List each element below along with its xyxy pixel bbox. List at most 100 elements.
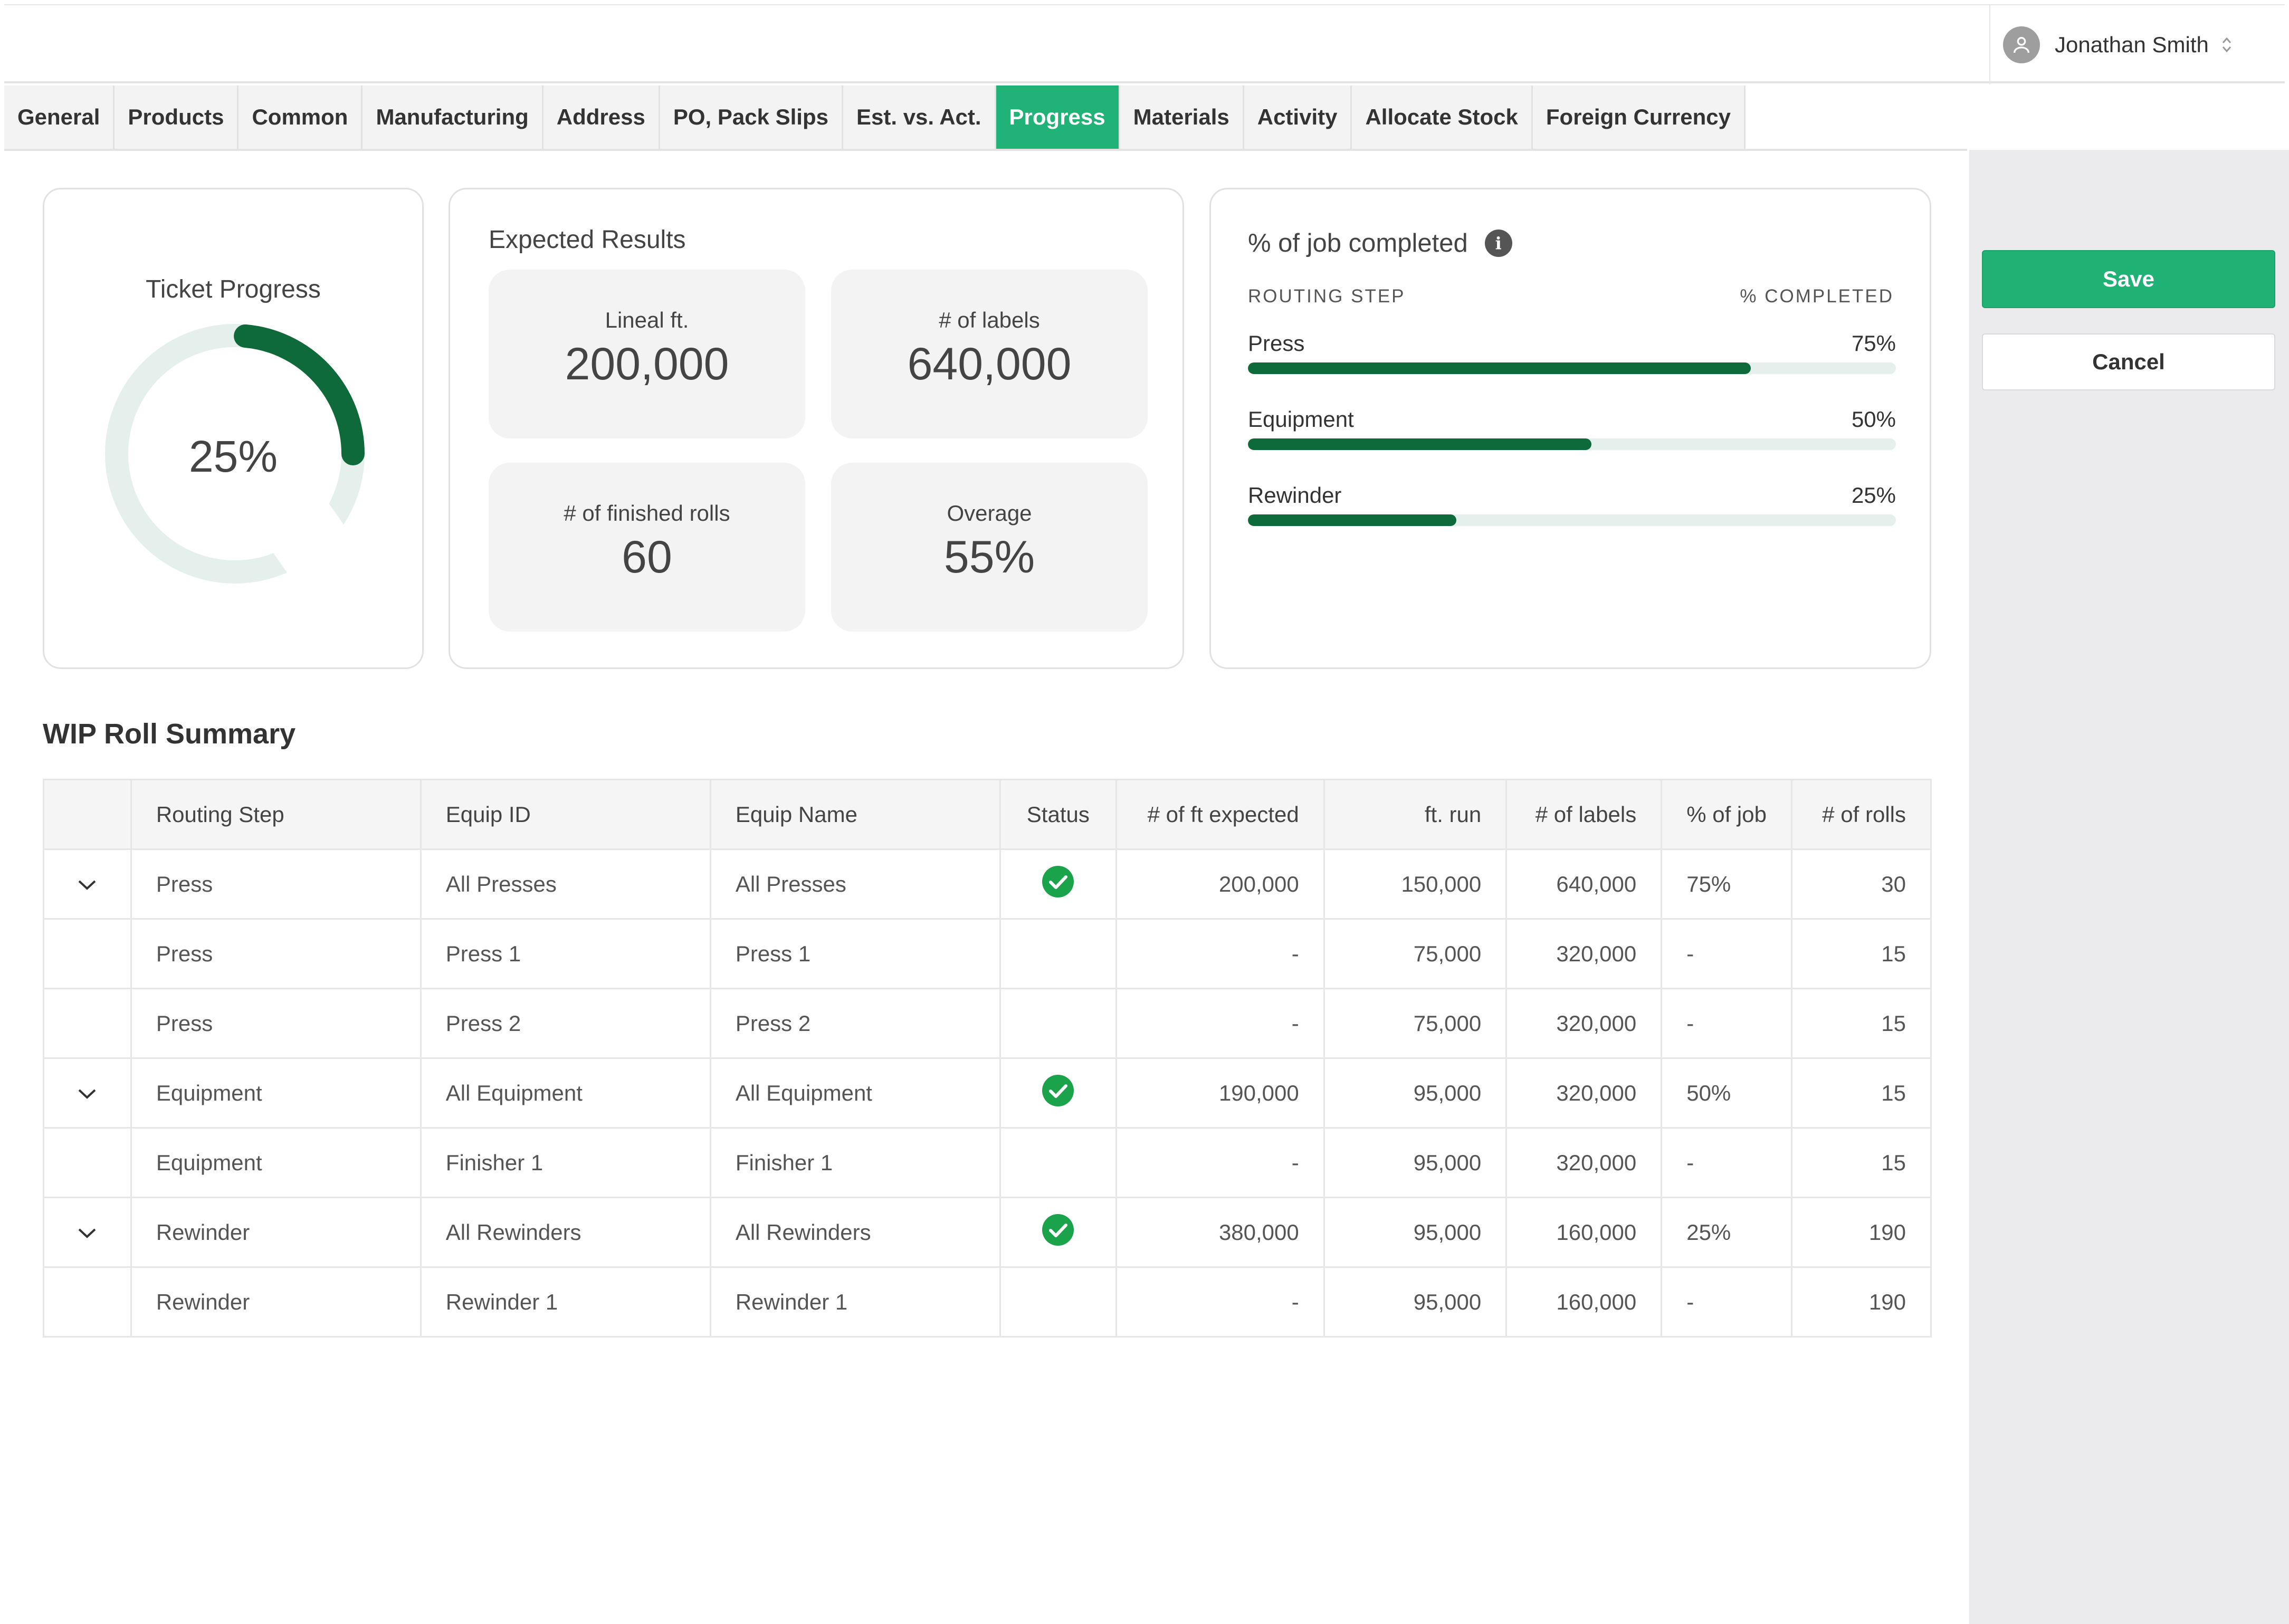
expand-cell[interactable] [43,1057,132,1129]
cell-equip-id: Press 1 [419,918,711,989]
cell-equip-name: Rewinder 1 [709,1266,1001,1338]
tab-po-pack-slips[interactable]: PO, Pack Slips [660,85,843,149]
progress-track [1248,438,1896,450]
tab-materials[interactable]: Materials [1120,85,1244,149]
user-menu[interactable]: Jonathan Smith [1989,5,2285,84]
cell-pct-job: - [1661,918,1792,989]
cell-equip-id: All Equipment [419,1057,711,1129]
col-ft-expected[interactable]: # of ft expected [1115,779,1325,850]
cell-equip-name: Press 2 [709,988,1001,1059]
cell-equip-name: All Presses [709,848,1001,920]
col-labels[interactable]: # of labels [1505,779,1663,850]
save-button[interactable]: Save [1982,250,2275,308]
tab-progress[interactable]: Progress [996,85,1120,149]
cell-pct-job: - [1661,1266,1792,1338]
progress-row-percent: 25% [1851,483,1896,508]
tile-lineal-ft: Lineal ft. 200,000 [489,270,805,438]
cell-rolls: 15 [1790,918,1932,989]
cell-pct-job: 75% [1661,848,1792,920]
progress-row-label: Press [1248,331,1305,356]
cell-equip-id: All Presses [419,848,711,920]
tile-label: Lineal ft. [605,308,689,332]
cell-status [999,1057,1117,1129]
cell-ft-run: 95,000 [1323,1127,1508,1198]
routing-step-header: ROUTING STEP [1248,286,1406,307]
tab-divider [4,149,1967,151]
cell-equip-name: All Rewinders [709,1197,1001,1268]
cell-rolls: 30 [1790,848,1932,920]
job-completed-card: % of job completed i ROUTING STEP % COMP… [1209,188,1931,669]
cell-routing-step: Equipment [130,1057,422,1129]
progress-row-percent: 50% [1851,407,1896,432]
cell-equip-name: All Equipment [709,1057,1001,1129]
progress-fill [1248,438,1591,450]
tab-products[interactable]: Products [115,85,239,149]
col-routing-step[interactable]: Routing Step [130,779,422,850]
tab-address[interactable]: Address [543,85,660,149]
col-equip-name[interactable]: Equip Name [709,779,1001,850]
expand-cell[interactable] [43,848,132,920]
cell-rolls: 15 [1790,1057,1932,1129]
progress-fill [1248,514,1457,526]
cell-ft-run: 95,000 [1323,1197,1508,1268]
cell-ft-expected: 200,000 [1115,848,1325,920]
chevron-down-icon[interactable] [77,1081,98,1105]
cell-ft-run: 75,000 [1323,918,1508,989]
cell-equip-name: Finisher 1 [709,1127,1001,1198]
tile-value: 200,000 [565,339,729,389]
col-rolls[interactable]: # of rolls [1790,779,1932,850]
table-row: Press All Presses All Presses 200,000 150,00… [43,848,1932,920]
tab-foreign-currency[interactable]: Foreign Currency [1532,85,1746,149]
job-completed-title-row: % of job completed i [1248,228,1512,258]
progress-row-percent: 75% [1851,331,1896,356]
progress-row-label: Rewinder [1248,483,1342,508]
cell-labels: 160,000 [1505,1266,1663,1338]
tab-allocate-stock[interactable]: Allocate Stock [1352,85,1533,149]
tab-est-vs-act[interactable]: Est. vs. Act. [843,85,996,149]
cell-pct-job: 50% [1661,1057,1792,1129]
donut-progress-arc [234,324,365,465]
tile-label: # of finished rolls [564,501,730,526]
tab-activity[interactable]: Activity [1244,85,1352,149]
cell-routing-step: Press [130,918,422,989]
cell-ft-run: 150,000 [1323,848,1508,920]
cell-status [999,1197,1117,1268]
cell-ft-run: 75,000 [1323,988,1508,1059]
table-row: Press Press 2 Press 2-75,000 320,000-15 [43,988,1932,1059]
cell-ft-expected: 190,000 [1115,1057,1325,1129]
cell-equip-name: Press 1 [709,918,1001,989]
cell-equip-id: Finisher 1 [419,1127,711,1198]
cell-routing-step: Rewinder [130,1197,422,1268]
col-ft-run[interactable]: ft. run [1323,779,1508,850]
check-circle-icon [1042,1074,1074,1112]
cell-status [999,848,1117,920]
expected-results-card: Expected Results Lineal ft. 200,000 # of… [449,188,1184,669]
cell-rolls: 190 [1790,1197,1932,1268]
cancel-button[interactable]: Cancel [1982,333,2275,390]
expand-cell[interactable] [43,1197,132,1268]
chevron-down-icon[interactable] [77,872,98,896]
expected-results-title: Expected Results [489,226,686,254]
progress-row-label: Equipment [1248,407,1354,432]
cell-rolls: 15 [1790,988,1932,1059]
col-status[interactable]: Status [999,779,1117,850]
cell-routing-step: Equipment [130,1127,422,1198]
percent-completed-header: % COMPLETED [1740,286,1894,307]
action-panel: Save Cancel [1969,150,2289,1624]
sort-arrows-icon [2221,36,2232,54]
col-pct-job[interactable]: % of job [1661,779,1792,850]
chevron-down-icon[interactable] [77,1220,98,1245]
top-bar: Jonathan Smith [4,4,2285,84]
cell-labels: 160,000 [1505,1197,1663,1268]
tab-manufacturing[interactable]: Manufacturing [363,85,543,149]
col-equip-id[interactable]: Equip ID [419,779,711,850]
table-row: Rewinder All Rewinders All Rewinders 380,00… [43,1197,1932,1268]
tab-common[interactable]: Common [239,85,363,149]
progress-donut [105,324,365,585]
tile-finished-rolls: # of finished rolls 60 [489,463,805,632]
tab-general[interactable]: General [4,85,115,149]
cell-routing-step: Press [130,988,422,1059]
cell-equip-id: All Rewinders [419,1197,711,1268]
cell-status [999,1266,1117,1338]
info-icon[interactable]: i [1484,230,1512,257]
